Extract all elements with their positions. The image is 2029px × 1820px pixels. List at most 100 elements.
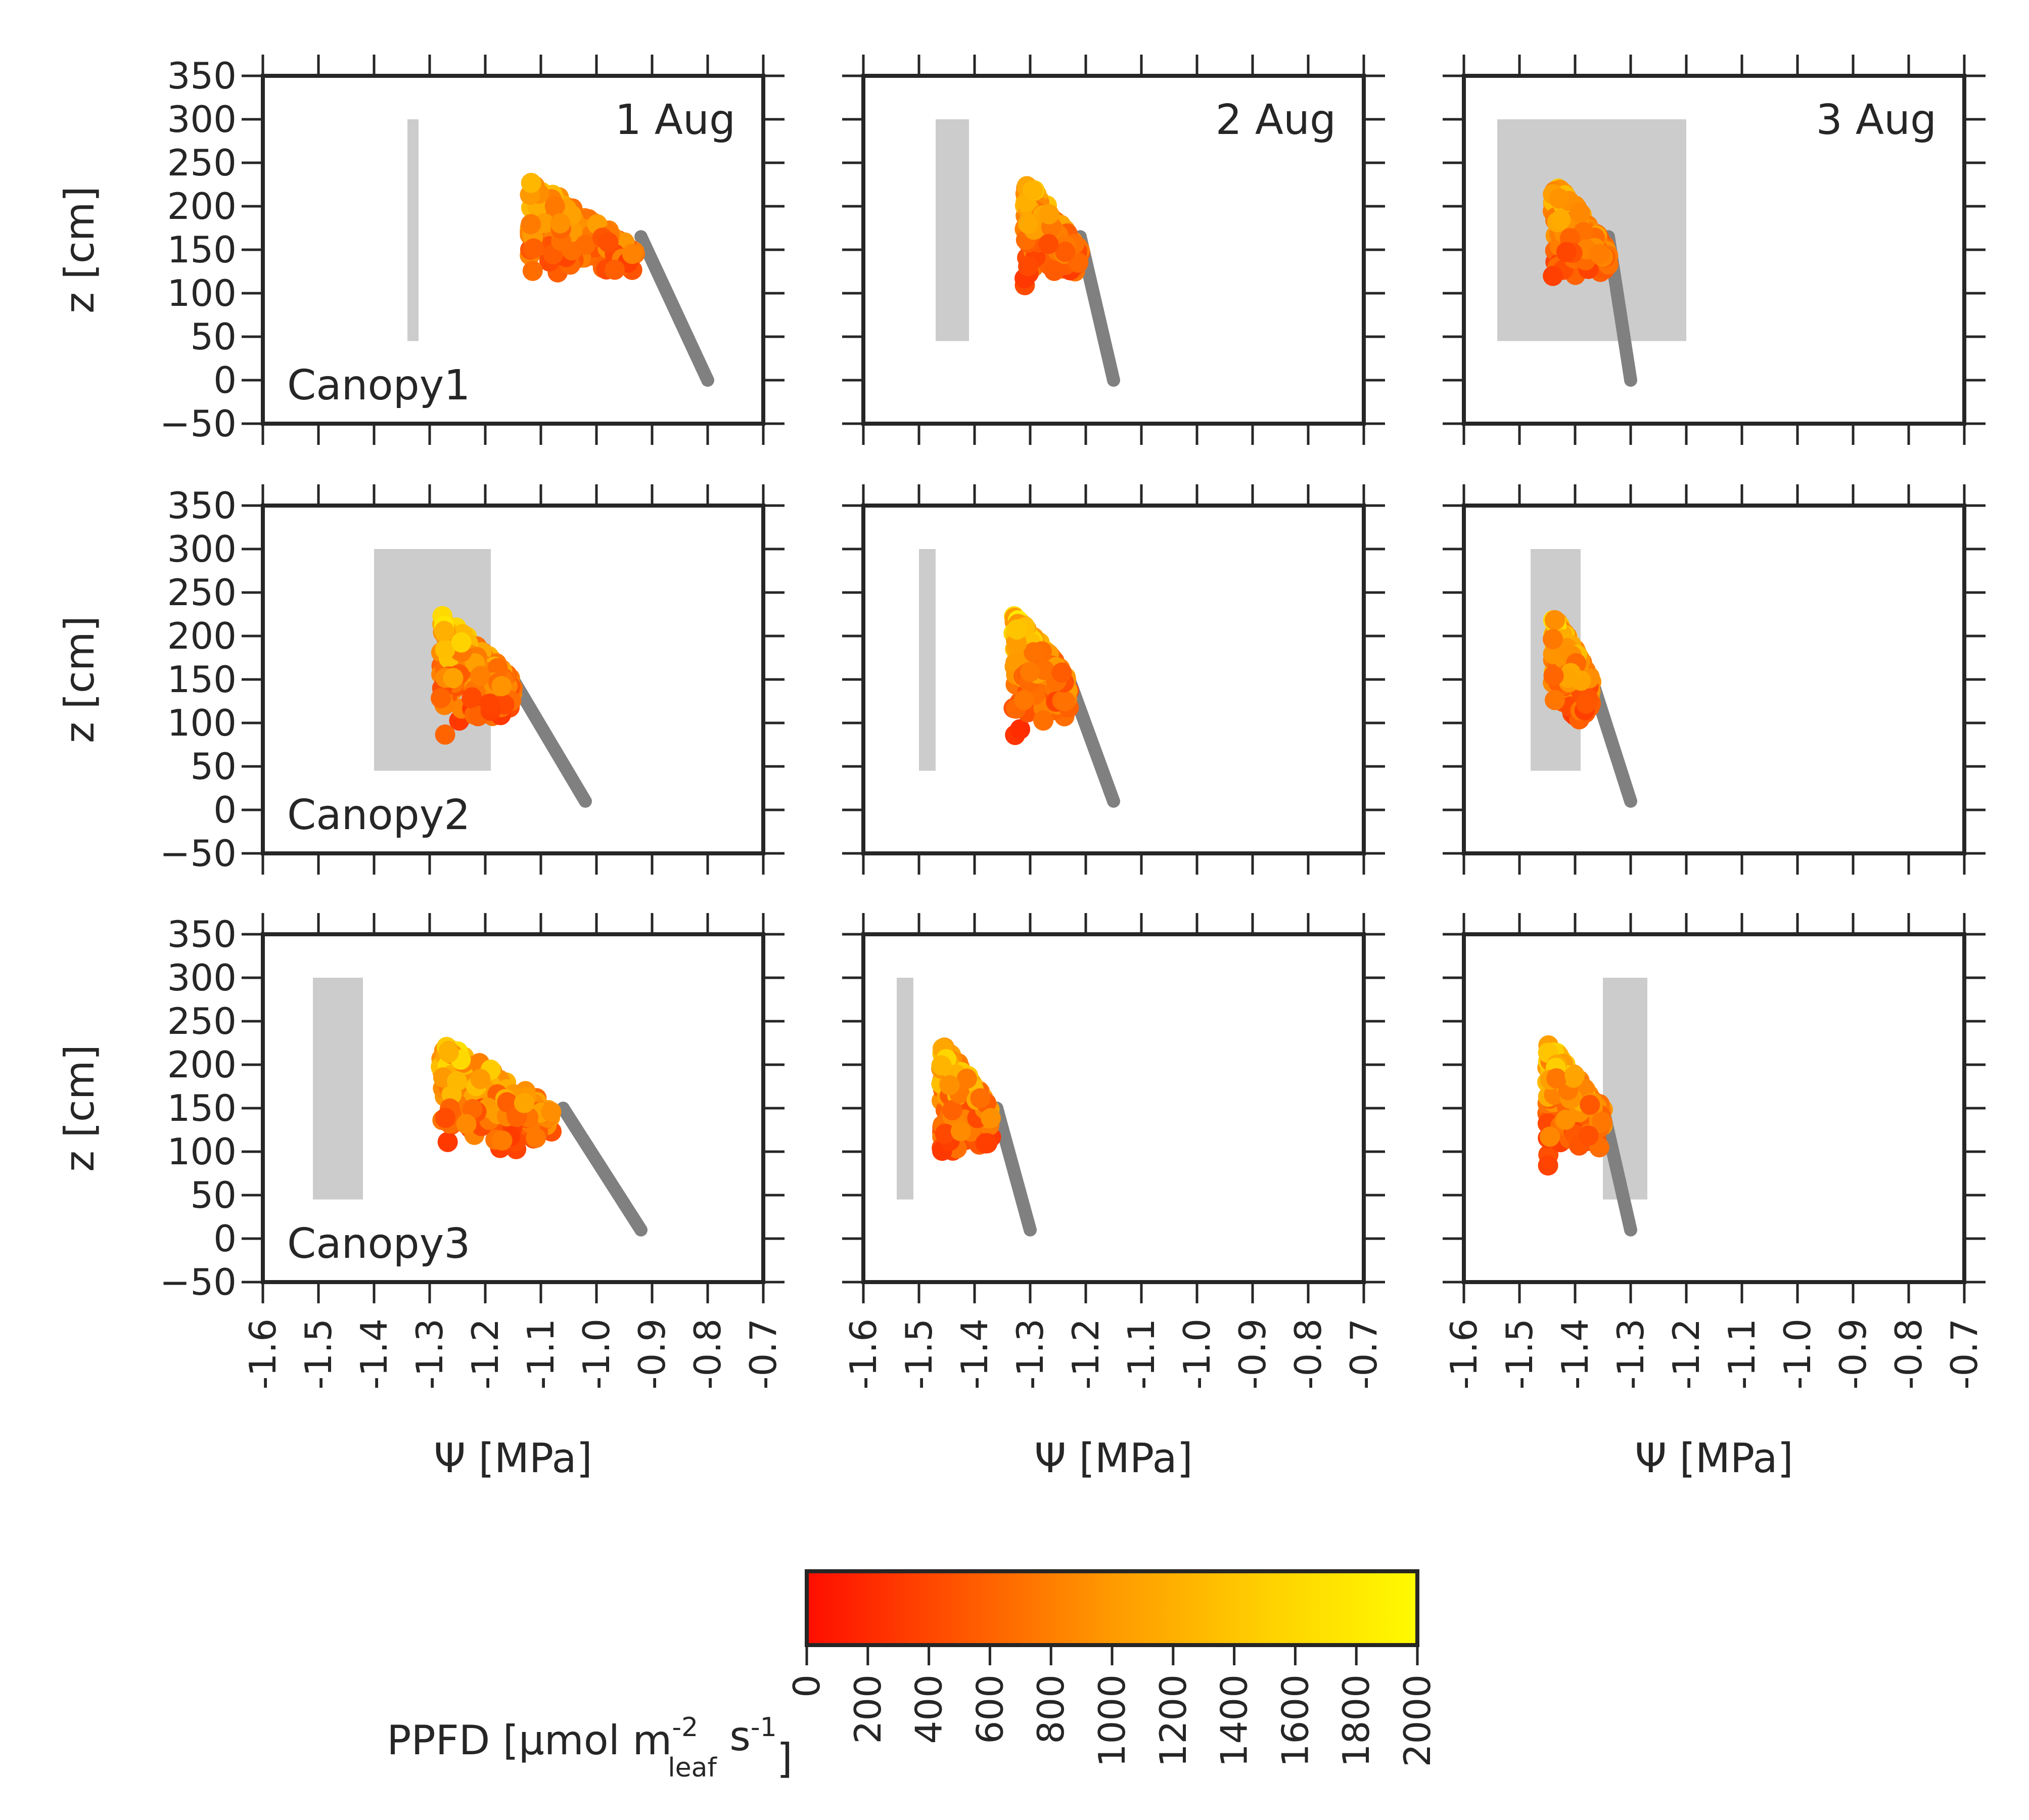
canopy-label: Canopy1 [287, 361, 470, 410]
stem-series [634, 230, 714, 387]
colorbar-tick-label: 0 [786, 1674, 828, 1698]
x-axis-label: Ψ [MPa] [1635, 1435, 1793, 1482]
x-tick-label: -1.5 [898, 1318, 940, 1389]
x-tick-label: -1.3 [1609, 1318, 1652, 1389]
leaf-point [456, 1114, 477, 1134]
leaf-point [526, 1127, 546, 1148]
leaf-point [438, 1042, 459, 1063]
leaf-series [520, 172, 645, 283]
leaf-point [1033, 710, 1054, 731]
leaf-point [1543, 665, 1564, 686]
x-tick-label: -1.3 [408, 1318, 451, 1389]
day-title: 2 Aug [1216, 96, 1336, 144]
y-tick-label: 100 [167, 1130, 237, 1173]
y-tick-label: 150 [167, 1087, 237, 1129]
colorbar-tick-label: 1800 [1335, 1674, 1377, 1767]
y-tick-label: 250 [167, 571, 237, 614]
x-tick-label: -1.4 [1554, 1318, 1596, 1389]
canopy-label: Canopy3 [287, 1220, 470, 1268]
leaf-point [497, 1092, 518, 1113]
y-axis-label: z [cm] [56, 616, 103, 743]
leaf-point [1546, 1068, 1567, 1088]
x-axis-label: Ψ [MPa] [1034, 1435, 1193, 1482]
x-tick-label: -1.0 [1776, 1318, 1819, 1389]
leaf-point [1024, 642, 1044, 663]
leaf-series [431, 1036, 562, 1159]
leaf-point [935, 1123, 955, 1144]
stem-series [557, 1102, 648, 1237]
colorbar-tick-label: 1200 [1152, 1674, 1194, 1767]
leaf-point [514, 1093, 534, 1113]
leaf-point [598, 232, 619, 253]
leaf-point [942, 1100, 962, 1120]
leaf-point [605, 259, 625, 280]
leaf-point [544, 196, 565, 216]
y-tick-label: 50 [190, 315, 237, 358]
leaf-point [1589, 244, 1610, 264]
x-tick-label: -1.2 [1065, 1318, 1107, 1389]
leaf-point [1006, 619, 1027, 640]
y-axis-label: z [cm] [56, 186, 103, 313]
y-tick-label: 250 [167, 142, 237, 184]
day-title: 3 Aug [1816, 96, 1936, 144]
x-tick-label: -1.2 [464, 1318, 506, 1389]
leaf-series [1543, 178, 1619, 286]
measurement-range-box [919, 549, 936, 771]
leaf-point [447, 1071, 468, 1092]
leaf-point [1544, 610, 1565, 630]
y-tick-label: 350 [167, 55, 237, 97]
y-tick-label: 350 [167, 484, 237, 527]
leaf-point [1018, 213, 1038, 234]
leaf-point [1038, 234, 1059, 254]
leaf-point [970, 1088, 991, 1109]
y-tick-label: 300 [167, 528, 237, 570]
panel-r3-c2: -1.6 -1.5 -1.4 -1.3 -1.2 -1.1 -1.0 -0.9 -0.8 -0.7… [842, 913, 1385, 1482]
x-tick-label: -0.7 [742, 1318, 785, 1389]
leaf-point [1592, 1111, 1612, 1132]
y-tick-label: 200 [167, 615, 237, 657]
leaf-point [1010, 719, 1031, 740]
leaf-point [1013, 690, 1034, 710]
leaf-point [1055, 242, 1076, 262]
leaf-point [541, 1102, 562, 1122]
y-tick-label: 100 [167, 702, 237, 744]
x-axis-label: Ψ [MPa] [434, 1435, 592, 1482]
leaf-point [1051, 662, 1072, 683]
panel-r2-c3 [1443, 484, 1986, 875]
panel-r1-c2: 2 Aug [842, 55, 1385, 445]
leaf-point [1540, 1126, 1560, 1147]
leaf-point [1543, 629, 1563, 650]
leaf-point [435, 724, 455, 745]
stem-series [1074, 230, 1120, 387]
leaf-point [462, 687, 482, 708]
panel-r2-c2 [842, 484, 1385, 875]
x-tick-label: -1.3 [1009, 1318, 1051, 1389]
leaf-point [1020, 661, 1040, 682]
canopy-label: Canopy2 [287, 791, 470, 839]
x-tick-label: -0.7 [1343, 1318, 1385, 1389]
leaf-point [1055, 691, 1076, 712]
measurement-range-box [936, 119, 969, 341]
y-tick-label: 0 [213, 789, 237, 831]
leaf-point [1556, 242, 1577, 262]
x-tick-label: -1.0 [575, 1318, 618, 1389]
leaf-point [470, 1069, 491, 1089]
colorbar-tick-label: 1400 [1213, 1674, 1256, 1767]
x-tick-label: -1.2 [1665, 1318, 1708, 1389]
leaf-point [434, 621, 454, 642]
leaf-point [431, 688, 451, 708]
y-tick-label: −50 [160, 1261, 237, 1303]
measurement-range-box [313, 978, 363, 1200]
leaf-series [1537, 1035, 1613, 1176]
x-tick-label: -1.5 [1498, 1318, 1541, 1389]
leaf-point [1555, 1109, 1576, 1130]
leaf-point [470, 666, 491, 687]
x-tick-label: -1.5 [297, 1318, 340, 1389]
leaf-point [491, 676, 512, 697]
leaf-point [480, 693, 500, 714]
y-tick-label: 0 [213, 359, 237, 401]
leaf-point [443, 668, 464, 689]
measurement-range-box [897, 978, 913, 1200]
